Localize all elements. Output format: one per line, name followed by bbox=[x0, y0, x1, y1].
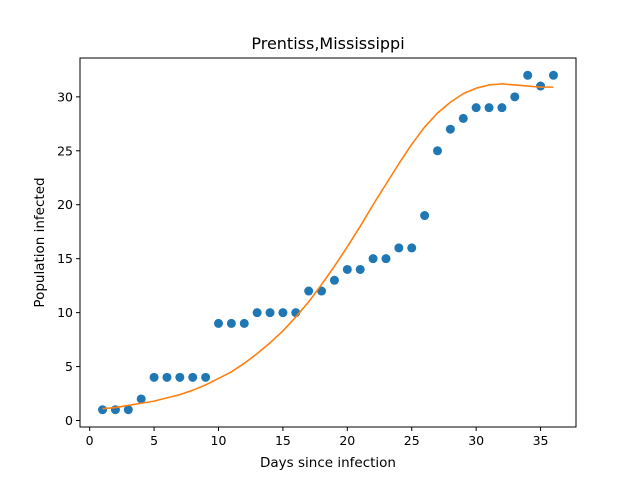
x-tick-label: 30 bbox=[468, 433, 484, 448]
x-axis-label: Days since infection bbox=[260, 455, 396, 471]
data-point bbox=[265, 308, 275, 318]
y-tick-label: 5 bbox=[65, 359, 73, 374]
data-point bbox=[368, 254, 378, 264]
x-tick-label: 20 bbox=[339, 433, 355, 448]
x-axis: 0 5 10 15 20 25 30 35 bbox=[86, 427, 549, 448]
y-tick-label: 0 bbox=[65, 413, 73, 428]
x-tick-label: 35 bbox=[533, 433, 549, 448]
data-point bbox=[136, 394, 146, 404]
data-point bbox=[548, 70, 558, 80]
data-point bbox=[329, 275, 339, 285]
data-point bbox=[536, 81, 546, 91]
data-point bbox=[497, 103, 507, 113]
fit-line bbox=[102, 83, 554, 410]
chart-title: Prentiss,Mississippi bbox=[251, 34, 404, 53]
data-point bbox=[445, 124, 455, 134]
data-point bbox=[381, 254, 391, 264]
x-tick-label: 0 bbox=[86, 433, 94, 448]
x-tick-label: 15 bbox=[275, 433, 291, 448]
data-point bbox=[201, 372, 211, 382]
data-point bbox=[278, 308, 288, 318]
y-tick-label: 20 bbox=[57, 197, 73, 212]
axes-frame bbox=[79, 57, 577, 428]
data-point bbox=[304, 286, 314, 296]
data-point bbox=[433, 146, 443, 156]
data-point bbox=[226, 318, 236, 328]
y-axis-label: Population infected bbox=[32, 177, 48, 307]
data-point bbox=[98, 405, 108, 415]
data-point bbox=[510, 92, 520, 102]
y-tick-label: 15 bbox=[57, 251, 73, 266]
data-point bbox=[149, 372, 159, 382]
y-tick-label: 25 bbox=[57, 143, 73, 158]
x-tick-label: 10 bbox=[211, 433, 227, 448]
data-point bbox=[188, 372, 198, 382]
data-point bbox=[175, 372, 185, 382]
plot-area bbox=[98, 70, 558, 415]
data-point bbox=[471, 103, 481, 113]
data-point bbox=[484, 103, 494, 113]
data-point bbox=[342, 264, 352, 274]
data-point bbox=[252, 308, 262, 318]
data-point bbox=[355, 264, 365, 274]
y-tick-label: 30 bbox=[57, 89, 73, 104]
x-tick-label: 25 bbox=[404, 433, 420, 448]
y-tick-label: 10 bbox=[57, 305, 73, 320]
data-point bbox=[162, 372, 172, 382]
data-point bbox=[123, 405, 133, 415]
y-axis: 0 5 10 15 20 25 30 bbox=[57, 89, 80, 428]
x-tick-label: 5 bbox=[150, 433, 158, 448]
data-point bbox=[213, 318, 223, 328]
data-point bbox=[239, 318, 249, 328]
data-point bbox=[458, 113, 468, 123]
data-point bbox=[420, 211, 430, 221]
data-point bbox=[523, 70, 533, 80]
data-point bbox=[407, 243, 417, 253]
data-point bbox=[394, 243, 404, 253]
